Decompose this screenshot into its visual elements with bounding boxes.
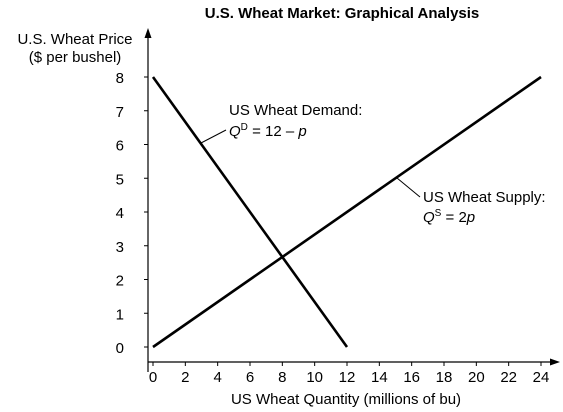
x-tick-label: 8: [278, 369, 286, 386]
x-tick-label: 0: [149, 369, 157, 386]
y-axis-arrow: [144, 28, 152, 38]
demand-eq-var: Q: [229, 123, 241, 140]
y-axis-label-line1: U.S. Wheat Price: [17, 31, 132, 48]
y-tick-label: 6: [116, 138, 124, 155]
x-tick-label: 4: [213, 369, 221, 386]
y-tick-label: 8: [116, 70, 124, 87]
demand-annotation-label: US Wheat Demand:: [229, 102, 362, 119]
y-tick-label: 1: [116, 306, 124, 323]
x-tick-label: 6: [246, 369, 254, 386]
supply-line: [152, 75, 542, 349]
y-tick-label: 5: [116, 171, 124, 188]
x-tick-label: 24: [533, 369, 550, 386]
y-ticks: 0 1 2 3 4 5 6 7 8: [116, 70, 148, 357]
x-tick-label: 22: [500, 369, 517, 386]
demand-annotation: US Wheat Demand: QD = 12 – p: [200, 102, 362, 144]
demand-eq-sup: D: [241, 122, 248, 133]
x-tick-label: 20: [468, 369, 485, 386]
y-axis-label-line2: ($ per bushel): [29, 49, 122, 66]
supply-eq-rest: = 2: [441, 209, 466, 226]
supply-annotation-equation: QS = 2p: [423, 208, 475, 226]
x-tick-label: 16: [403, 369, 420, 386]
x-axis-arrow: [550, 358, 560, 366]
y-tick-label: 4: [116, 205, 124, 222]
x-ticks: 0 2 4 6 8 10 12 14 16 18 20 22 24: [149, 362, 550, 386]
supply-annotation-label: US Wheat Supply:: [423, 189, 546, 206]
demand-line: [151, 76, 349, 348]
series-layer: [151, 75, 542, 349]
chart-title: U.S. Wheat Market: Graphical Analysis: [205, 5, 480, 22]
x-axis-label: US Wheat Quantity (millions of bu): [231, 391, 461, 408]
supply-annotation: US Wheat Supply: QS = 2p: [396, 177, 546, 226]
supply-eq-var: Q: [423, 209, 435, 226]
supply-eq-end: p: [466, 209, 475, 226]
y-tick-label: 0: [116, 340, 124, 357]
demand-annotation-equation: QD = 12 – p: [229, 122, 307, 140]
y-tick-label: 2: [116, 273, 124, 290]
x-tick-label: 14: [371, 369, 388, 386]
x-tick-label: 18: [436, 369, 453, 386]
supply-eq-sup: S: [435, 208, 442, 219]
x-tick-label: 2: [181, 369, 189, 386]
x-tick-label: 12: [339, 369, 356, 386]
demand-eq-rest: = 12 –: [248, 123, 298, 140]
demand-eq-end: p: [297, 123, 306, 140]
x-tick-label: 10: [306, 369, 323, 386]
y-tick-label: 3: [116, 239, 124, 256]
supply-leader-line: [396, 177, 421, 198]
y-tick-label: 7: [116, 104, 124, 121]
demand-leader-line: [200, 129, 227, 144]
